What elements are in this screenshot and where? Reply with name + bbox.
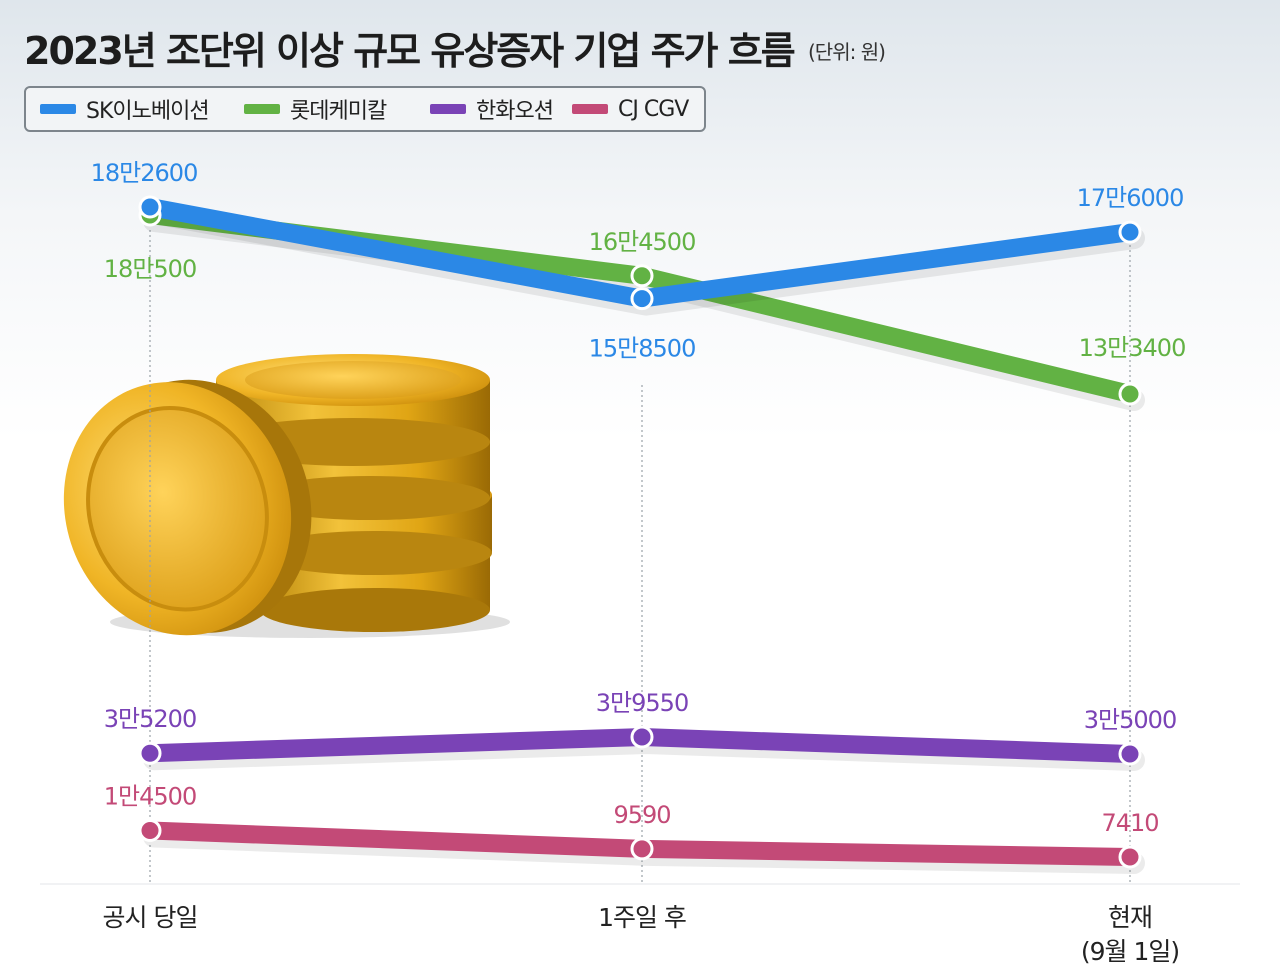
legend: SK이노베이션 롯데케미칼 한화오션 CJ CGV [24, 86, 706, 132]
legend-item-cj-cgv: CJ CGV [572, 88, 689, 130]
x-tick-label: (9월 1일) [1081, 937, 1179, 966]
legend-swatch-icon [244, 104, 280, 114]
data-label: 3만5200 [104, 705, 196, 733]
data-label: 16만4500 [589, 228, 696, 256]
data-label: 9590 [613, 801, 670, 829]
gold-coins-illustration [63, 354, 510, 638]
data-point [1118, 742, 1142, 766]
legend-swatch-icon [572, 104, 608, 114]
data-label: 15만8500 [589, 335, 696, 363]
data-point [138, 195, 162, 219]
data-label: 1만4500 [104, 783, 196, 811]
legend-swatch-icon [430, 104, 466, 114]
data-point [630, 287, 654, 311]
x-tick-label: 현재 [1108, 903, 1152, 932]
unit-label: (단위: 원) [808, 40, 886, 64]
legend-label: 롯데케미칼 [290, 99, 387, 124]
page-title: 2023년 조단위 이상 규모 유상증자 기업 주가 흐름 [24, 29, 796, 73]
data-points [138, 195, 1142, 869]
data-label: 7410 [1101, 809, 1158, 837]
data-point [630, 264, 654, 288]
guide-lines [40, 230, 1240, 885]
legend-label: CJ CGV [618, 96, 689, 122]
legend-item-sk-innovation: SK이노베이션 [40, 88, 210, 130]
data-point [1118, 382, 1142, 406]
data-label: 3만5000 [1084, 706, 1176, 734]
data-point [138, 819, 162, 843]
data-label: 3만9550 [596, 689, 688, 717]
legend-swatch-icon [40, 104, 76, 114]
data-point [630, 837, 654, 861]
legend-label: SK이노베이션 [86, 99, 210, 124]
data-label: 13만3400 [1079, 334, 1186, 362]
legend-label: 한화오션 [476, 99, 554, 124]
legend-item-hanwha-ocean: 한화오션 [430, 88, 554, 130]
data-point [1118, 220, 1142, 244]
data-point [138, 741, 162, 765]
data-label: 17만6000 [1077, 184, 1184, 212]
data-point [630, 725, 654, 749]
data-label: 18만500 [104, 255, 196, 283]
x-tick-label: 1주일 후 [598, 903, 686, 932]
data-point [1118, 845, 1142, 869]
x-tick-label: 공시 당일 [103, 903, 198, 932]
legend-item-lotte-chemical: 롯데케미칼 [244, 88, 387, 130]
data-label: 18만2600 [91, 159, 198, 187]
x-axis-labels: 공시 당일 1주일 후 현재 (9월 1일) [103, 903, 1181, 966]
data-labels: 18만2600 15만8500 17만6000 18만500 16만4500 13만340… [91, 159, 1187, 837]
